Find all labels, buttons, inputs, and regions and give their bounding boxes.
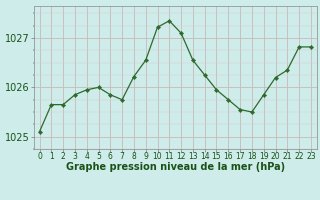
X-axis label: Graphe pression niveau de la mer (hPa): Graphe pression niveau de la mer (hPa) <box>66 162 285 172</box>
